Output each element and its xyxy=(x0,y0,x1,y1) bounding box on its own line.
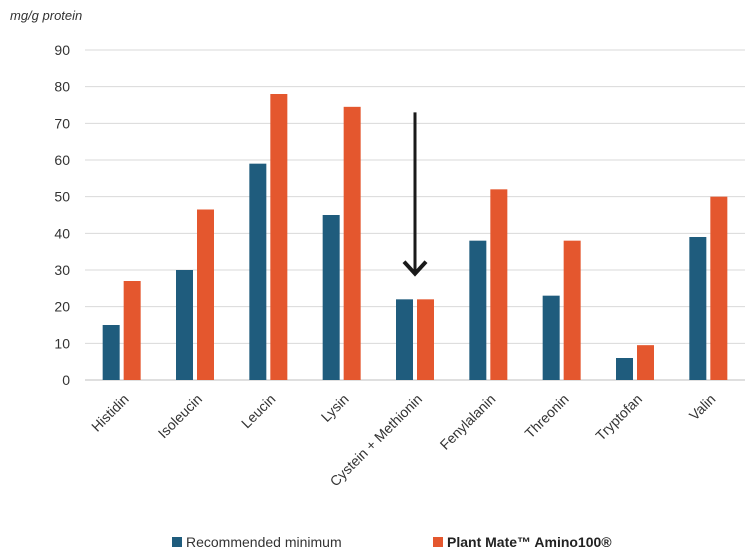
bar-recommended-minimum xyxy=(542,295,560,380)
bar-plant-mate xyxy=(563,240,581,380)
legend-item-recommended-minimum: Recommended minimum xyxy=(172,534,342,550)
x-tick-label: Valin xyxy=(686,391,719,424)
y-tick-labels: 0 10 20 30 40 50 60 70 80 90 xyxy=(54,42,70,388)
y-tick-label: 90 xyxy=(54,42,70,58)
x-tick-label: Tryptofan xyxy=(592,391,645,444)
legend-label-recommended-minimum: Recommended minimum xyxy=(186,534,342,550)
annotation-arrow-head xyxy=(402,260,428,277)
y-tick-label: 80 xyxy=(54,79,70,95)
x-tick-label: Fenylalanin xyxy=(437,391,499,453)
x-tick-label: Threonin xyxy=(521,391,571,441)
y-tick-label: 20 xyxy=(54,299,70,315)
legend-label-plant-mate: Plant Mate™ Amino100® xyxy=(447,534,612,550)
bar-plant-mate xyxy=(490,189,508,380)
y-tick-label: 70 xyxy=(54,115,70,131)
bar-plant-mate xyxy=(637,345,654,380)
legend-swatch-recommended-minimum xyxy=(172,537,182,547)
bar-plant-mate xyxy=(343,106,361,380)
legend: Recommended minimum Plant Mate™ Amino100… xyxy=(0,534,747,552)
bar-recommended-minimum xyxy=(396,299,413,380)
bar-plant-mate xyxy=(270,94,288,380)
bar-recommended-minimum xyxy=(469,240,487,380)
bar-plant-mate xyxy=(417,299,434,380)
bar-recommended-minimum xyxy=(322,215,340,380)
x-tick-label: Isoleucin xyxy=(155,391,205,441)
y-tick-label: 50 xyxy=(54,189,70,205)
x-tick-label: Histidin xyxy=(88,391,132,435)
y-tick-label: 30 xyxy=(54,262,70,278)
y-axis-unit-label: mg/g protein xyxy=(10,8,83,23)
bar-recommended-minimum xyxy=(689,237,707,380)
y-tick-label: 10 xyxy=(54,335,70,351)
y-tick-label: 0 xyxy=(62,372,70,388)
bar-recommended-minimum xyxy=(102,325,120,380)
legend-item-plant-mate: Plant Mate™ Amino100® xyxy=(433,534,612,550)
bar-plant-mate xyxy=(123,281,141,380)
bar-recommended-minimum xyxy=(176,270,193,380)
legend-swatch-plant-mate xyxy=(433,537,443,547)
bar-recommended-minimum xyxy=(616,358,633,380)
x-tick-label: Lysin xyxy=(318,391,352,425)
bar-recommended-minimum xyxy=(249,163,267,380)
y-tick-label: 60 xyxy=(54,152,70,168)
bars xyxy=(102,94,728,380)
x-tick-label: Leucin xyxy=(238,391,278,431)
y-tick-label: 40 xyxy=(54,225,70,241)
bar-plant-mate xyxy=(710,196,728,380)
bar-plant-mate xyxy=(197,209,214,380)
annotations xyxy=(402,112,428,277)
